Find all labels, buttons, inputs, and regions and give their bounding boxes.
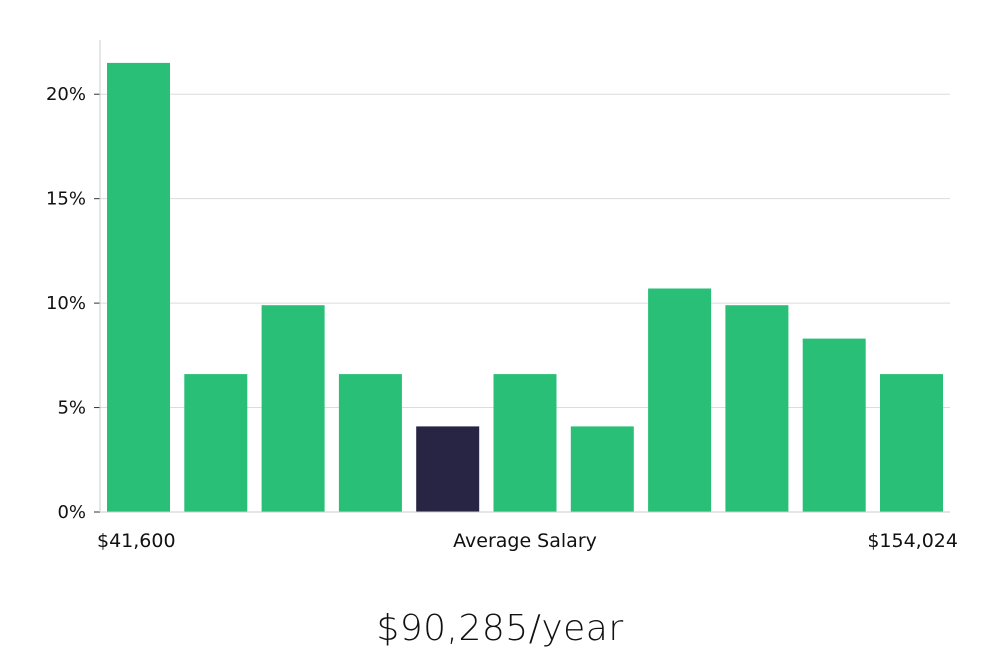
bar [725, 305, 789, 512]
y-tick-label: 0% [57, 502, 86, 523]
bar-highlighted [416, 426, 480, 512]
bar [493, 374, 557, 512]
bar [570, 426, 634, 512]
y-tick-label: 20% [46, 84, 86, 105]
bar [880, 374, 943, 512]
y-tick-label: 15% [46, 189, 86, 210]
bar [338, 374, 402, 512]
bar [802, 338, 866, 512]
x-min-label: $41,600 [97, 530, 176, 552]
y-tick-label: 10% [46, 293, 86, 314]
salary-histogram-chart: 0% 5% 10% 15% 20% $41,600 Average Salary $15… [46, 40, 958, 552]
average-salary-value: $90,285/year [376, 608, 624, 649]
x-max-label: $154,024 [867, 530, 958, 552]
bar [648, 288, 712, 512]
bar [107, 62, 170, 513]
x-axis-title: Average Salary [453, 530, 597, 552]
bar [261, 305, 325, 512]
y-tick-label: 5% [57, 398, 86, 419]
y-axis-ticks: 0% 5% 10% 15% 20% [46, 84, 100, 523]
bar [184, 374, 248, 512]
bars [107, 62, 943, 513]
